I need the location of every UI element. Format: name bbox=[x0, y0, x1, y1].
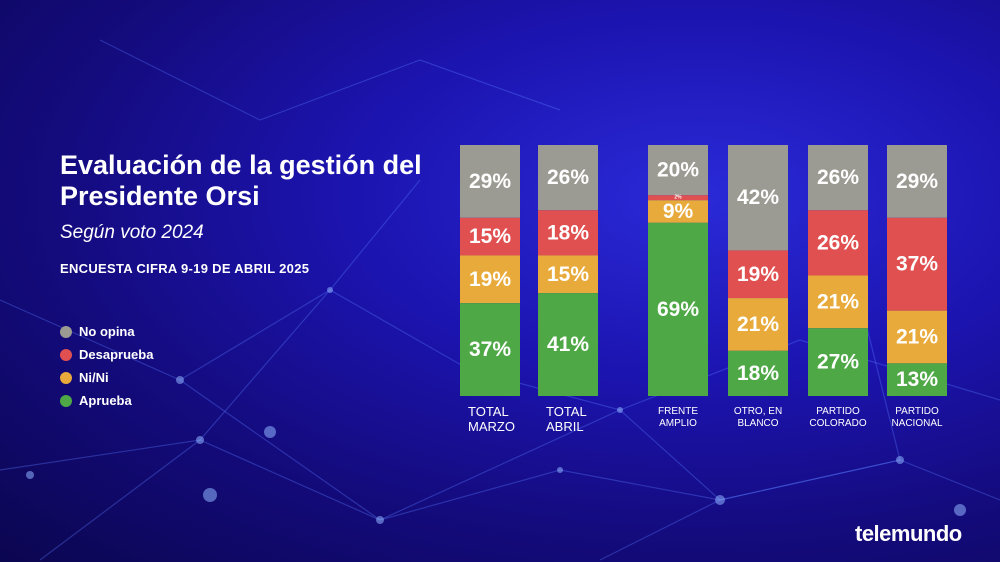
bar-segment-desaprueba bbox=[538, 210, 598, 256]
category-label: AMPLIO bbox=[659, 418, 697, 429]
data-label: 37% bbox=[896, 253, 938, 276]
bar-segment-no-opina bbox=[648, 145, 708, 196]
bar-segment-aprueba bbox=[648, 222, 708, 396]
data-label: 9% bbox=[663, 200, 694, 223]
bar-segment-desaprueba bbox=[648, 195, 708, 201]
chart-subtitle: Según voto 2024 bbox=[60, 222, 204, 243]
bar-segment-no-opina bbox=[808, 145, 868, 211]
bar-segment-ni-ni bbox=[887, 310, 947, 364]
legend-swatch bbox=[60, 325, 72, 338]
data-label: 26% bbox=[817, 166, 859, 189]
data-label: 26% bbox=[547, 166, 589, 189]
category-label: FRENTE bbox=[658, 406, 698, 417]
bar-segment-no-opina bbox=[887, 145, 947, 218]
category-label: COLORADO bbox=[809, 418, 866, 429]
legend-label: Aprueba bbox=[79, 393, 132, 408]
bar-segment-ni-ni bbox=[728, 298, 788, 351]
bar-segment-desaprueba bbox=[808, 210, 868, 276]
data-label: 13% bbox=[896, 368, 938, 391]
data-label: 15% bbox=[547, 263, 589, 286]
data-label: 15% bbox=[469, 225, 511, 248]
category-label: BLANCO bbox=[737, 418, 778, 429]
bar-segment-ni-ni bbox=[648, 200, 708, 223]
survey-source: ENCUESTA CIFRA 9-19 DE ABRIL 2025 bbox=[60, 261, 310, 276]
data-label: 69% bbox=[657, 298, 699, 321]
data-label: 18% bbox=[737, 362, 779, 385]
telemundo-logo: telemundo bbox=[855, 521, 962, 546]
legend-item-desaprueba: Desaprueba bbox=[60, 343, 153, 366]
data-label: 41% bbox=[547, 333, 589, 356]
legend-swatch bbox=[60, 371, 72, 384]
data-label: 42% bbox=[737, 186, 779, 209]
category-label: TOTAL bbox=[546, 404, 587, 419]
category-label: OTRO, EN bbox=[734, 406, 782, 417]
bar-segment-desaprueba bbox=[887, 217, 947, 311]
legend-label: Ni/Ni bbox=[79, 370, 109, 385]
legend-label: No opina bbox=[79, 324, 135, 339]
category-label: TOTAL bbox=[468, 404, 509, 419]
data-label: 19% bbox=[469, 268, 511, 291]
data-label: 21% bbox=[737, 313, 779, 336]
legend-item-ni-ni: Ni/Ni bbox=[60, 366, 153, 389]
bar-segment-no-opina bbox=[460, 145, 520, 218]
chart-title: Evaluación de la gestión del Presidente … bbox=[60, 150, 422, 211]
legend: No opina Desaprueba Ni/Ni Aprueba bbox=[60, 320, 153, 412]
category-label: ABRIL bbox=[546, 419, 584, 434]
category-label: PARTIDO bbox=[816, 406, 860, 417]
data-label: 20% bbox=[657, 159, 699, 182]
data-label: 29% bbox=[896, 170, 938, 193]
data-label: 29% bbox=[469, 170, 511, 193]
bar-segment-ni-ni bbox=[460, 255, 520, 304]
category-label: PARTIDO bbox=[895, 406, 939, 417]
bar-segment-desaprueba bbox=[728, 250, 788, 299]
legend-item-aprueba: Aprueba bbox=[60, 389, 153, 412]
bar-segment-aprueba bbox=[460, 303, 520, 396]
category-label: NACIONAL bbox=[891, 418, 943, 429]
bar-segment-ni-ni bbox=[808, 275, 868, 329]
bar-segment-aprueba bbox=[538, 293, 598, 396]
data-label: 37% bbox=[469, 338, 511, 361]
data-label: 19% bbox=[737, 263, 779, 286]
legend-swatch bbox=[60, 348, 72, 361]
data-label: 26% bbox=[817, 231, 859, 254]
category-label: MARZO bbox=[468, 419, 515, 434]
data-label: 27% bbox=[817, 351, 859, 374]
data-label: 21% bbox=[896, 326, 938, 349]
bar-segment-no-opina bbox=[538, 145, 598, 211]
legend-swatch bbox=[60, 394, 72, 407]
legend-item-no-opina: No opina bbox=[60, 320, 153, 343]
data-label: 18% bbox=[547, 221, 589, 244]
bar-segment-ni-ni bbox=[538, 255, 598, 294]
data-label: 21% bbox=[817, 290, 859, 313]
bar-segment-aprueba bbox=[808, 328, 868, 396]
bar-segment-aprueba bbox=[728, 350, 788, 396]
bar-segment-no-opina bbox=[728, 145, 788, 251]
data-label: 2% bbox=[674, 195, 682, 201]
bar-segment-desaprueba bbox=[460, 217, 520, 256]
legend-label: Desaprueba bbox=[79, 347, 154, 362]
bar-segment-aprueba bbox=[887, 363, 947, 396]
